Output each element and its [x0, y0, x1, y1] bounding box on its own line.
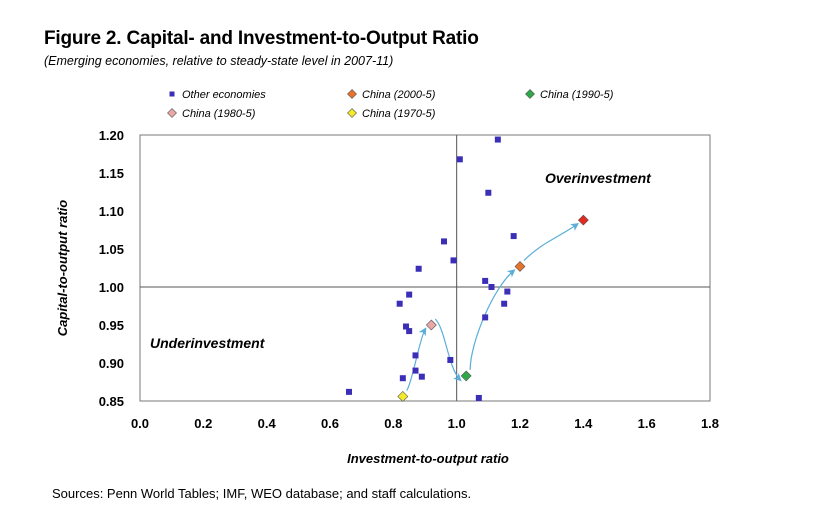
data-point-china — [460, 370, 472, 382]
data-point-other-economy — [475, 394, 482, 401]
data-point-other-economy — [510, 233, 517, 240]
legend-marker — [169, 91, 175, 97]
underinvestment-label: Underinvestment — [150, 335, 266, 351]
trajectory-arrow — [406, 327, 427, 391]
x-tick-label: 0.6 — [321, 416, 339, 431]
y-axis-label: Capital-to-output ratio — [55, 200, 70, 337]
y-tick-label: 1.10 — [99, 204, 124, 219]
trajectory-arrow — [523, 222, 579, 261]
legend-marker — [525, 89, 535, 99]
legend-marker — [167, 108, 177, 118]
data-point-other-economy — [482, 277, 489, 284]
data-point-china — [514, 261, 526, 272]
legend-label: China (2000-5) — [362, 89, 436, 101]
legend-marker — [347, 108, 357, 118]
data-point-other-economy — [450, 257, 457, 264]
y-tick-label: 0.85 — [99, 394, 124, 409]
data-point-other-economy — [501, 300, 508, 307]
y-tick-label: 1.20 — [99, 128, 124, 143]
chart-subtitle: (Emerging economies, relative to steady-… — [44, 54, 394, 68]
trajectory-arrow — [434, 318, 462, 382]
data-point-other-economy — [494, 136, 501, 143]
x-tick-label: 0.0 — [131, 416, 149, 431]
data-point-china — [397, 391, 409, 402]
x-tick-label: 0.8 — [384, 416, 402, 431]
data-point-other-economy — [406, 291, 413, 298]
x-tick-label: 1.6 — [638, 416, 656, 431]
data-point-china — [425, 319, 437, 331]
data-point-other-economy — [441, 238, 447, 245]
legend-label: China (1970-5) — [362, 108, 436, 120]
chart-title: Figure 2. Capital- and Investment-to-Out… — [44, 28, 479, 49]
x-tick-label: 1.0 — [448, 416, 466, 431]
y-tick-label: 1.05 — [99, 242, 124, 257]
y-tick-label: 1.15 — [99, 166, 124, 181]
data-point-other-economy — [403, 323, 409, 330]
data-point-other-economy — [418, 373, 425, 380]
overinvestment-label: Overinvestment — [545, 170, 652, 186]
data-point-other-economy — [412, 367, 419, 374]
data-point-other-economy — [399, 375, 406, 382]
y-tick-label: 0.90 — [99, 356, 124, 371]
source-note: Sources: Penn World Tables; IMF, WEO dat… — [52, 486, 472, 501]
x-tick-label: 0.4 — [258, 416, 277, 431]
legend-label: Other economies — [182, 89, 266, 101]
data-point-other-economy — [447, 356, 454, 363]
data-point-other-economy — [346, 388, 352, 395]
legend-label: China (1980-5) — [182, 108, 256, 120]
x-tick-label: 1.2 — [511, 416, 529, 431]
data-point-other-economy — [415, 265, 422, 272]
legend-label: China (1990-5) — [540, 89, 614, 101]
data-point-other-economy — [504, 288, 511, 295]
data-point-other-economy — [485, 189, 492, 196]
data-point-other-economy — [456, 156, 463, 163]
data-point-other-economy — [482, 314, 489, 321]
x-axis-label: Investment-to-output ratio — [347, 451, 509, 466]
x-tick-label: 1.8 — [701, 416, 719, 431]
scatter-chart: 0.0 0.2 0.4 0.6 0.8 1.0 1.2 1.4 1.6 1.8 0.85 0.90 0.… — [55, 89, 719, 466]
y-tick-label: 0.95 — [99, 318, 124, 333]
data-point-other-economy — [396, 300, 403, 307]
data-point-other-economy — [488, 284, 495, 290]
data-point-china — [577, 214, 589, 226]
data-point-other-economy — [406, 328, 413, 335]
data-point-other-economy — [412, 352, 419, 359]
plot-area — [139, 134, 711, 402]
x-tick-label: 1.4 — [574, 416, 593, 431]
x-tick-label: 0.2 — [194, 416, 212, 431]
y-tick-label: 1.00 — [99, 280, 124, 295]
legend-marker — [347, 89, 357, 99]
